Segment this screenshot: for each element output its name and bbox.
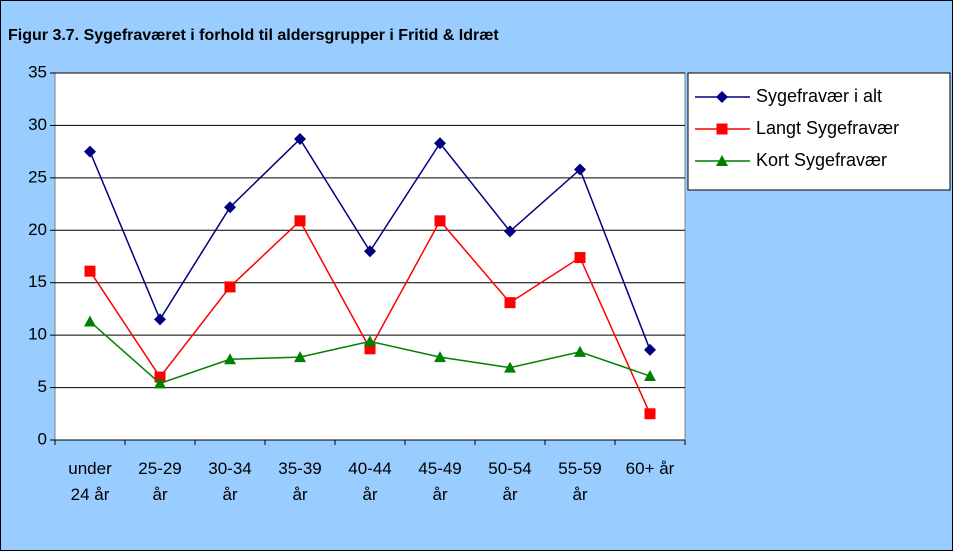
y-tick-label: 0 [38,429,47,448]
marker [434,351,446,363]
marker [364,335,376,347]
y-tick-label: 35 [28,62,47,81]
x-tick-label: 30-34 år [208,459,252,504]
marker [364,343,376,355]
marker [224,353,236,365]
marker [504,225,516,238]
legend-marker [716,91,728,103]
y-tick-label: 10 [28,325,47,344]
marker [154,371,166,383]
x-tick-label: 40-44 år [348,459,392,504]
legend-marker [716,155,728,166]
marker [644,370,656,382]
legend-label: Langt Sygefravær [756,118,899,138]
x-tick-label: 35-39 år [278,459,322,504]
chart-title: Figur 3.7. Sygefraværet i forhold til al… [8,27,499,44]
legend-marker [716,123,728,135]
marker [574,163,586,176]
marker [154,313,166,326]
x-tick-label: 55-59 år [558,459,602,504]
marker [644,408,656,420]
marker [364,245,376,258]
marker [224,281,236,293]
y-tick-label: 15 [28,272,47,291]
marker [294,133,306,146]
marker [434,137,446,150]
marker [504,297,516,309]
y-tick-label: 30 [28,115,47,134]
x-tick-label: under 24 år [68,459,112,504]
y-tick-label: 5 [38,377,47,396]
marker [434,215,446,227]
marker [294,351,306,363]
x-tick-label: 50-54 år [488,459,532,504]
x-tick-label: 25-29 år [138,459,182,504]
x-tick-label: 45-49 år [418,459,462,504]
x-tick-label: 60+ år [625,459,675,478]
y-tick-label: 25 [28,167,47,186]
marker [154,377,166,389]
marker [84,315,96,327]
marker [504,361,516,373]
marker [84,145,96,158]
legend-box [687,72,951,191]
marker [294,215,306,227]
marker [84,265,96,277]
y-tick-label: 20 [28,220,47,239]
marker [644,343,656,356]
legend-label: Sygefravær i alt [756,86,882,106]
marker [574,345,586,357]
marker [574,252,586,264]
marker [224,201,236,214]
legend-label: Kort Sygefravær [756,150,887,170]
